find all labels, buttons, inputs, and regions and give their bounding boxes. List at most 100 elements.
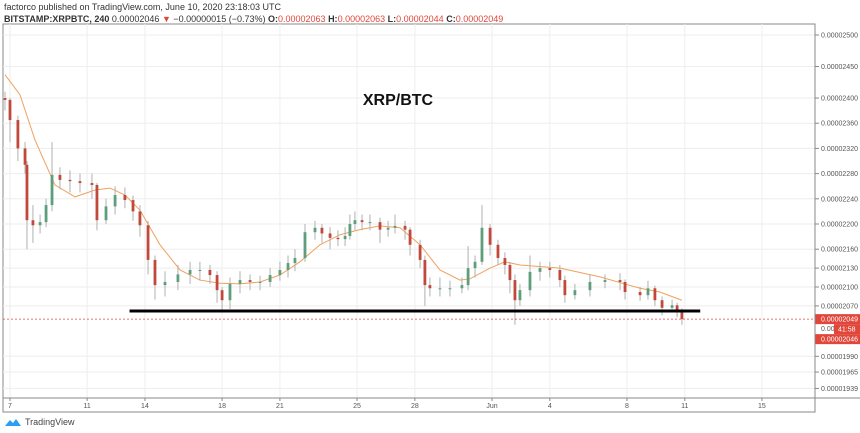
time-tick-label: 21 (276, 403, 284, 410)
candle-down (138, 211, 142, 226)
candle-up (438, 288, 442, 290)
time-axis[interactable]: 7 11 14 18 21 25 28 Jun 4 8 11 15 (3, 397, 860, 410)
price-tick-label: 0.00002200 (821, 222, 858, 229)
candle-up (348, 224, 352, 236)
candle-up (44, 205, 48, 223)
candle-down (408, 229, 412, 245)
candle-up (258, 281, 262, 283)
down-arrow-icon: ▼ (161, 14, 171, 24)
candle-down (31, 220, 35, 226)
candle-down (675, 305, 679, 310)
candle-down (220, 290, 224, 301)
price-tick-label: 0.00002450 (821, 64, 858, 71)
candle-up (573, 290, 577, 296)
high-label: H: (328, 14, 338, 24)
price-change: −0.00000015 (−0.73%) (173, 14, 266, 24)
candle-up (518, 290, 522, 301)
candle-up (460, 285, 464, 289)
candle-up (176, 274, 180, 282)
chart-title: XRP/BTC (363, 92, 434, 109)
candle-up (538, 268, 542, 272)
low-value: 0.00002044 (396, 14, 444, 24)
candle-down (336, 237, 340, 240)
time-tick-label: 25 (353, 403, 361, 410)
candle-up (480, 227, 484, 262)
candle-down (496, 244, 500, 259)
countdown-badge (834, 324, 860, 335)
current-price-badge (815, 314, 860, 325)
candle-down (215, 275, 219, 291)
candle-up (670, 305, 674, 308)
candle-down (660, 300, 664, 308)
time-tick-label: 7 (8, 403, 12, 410)
candle-down (3, 98, 7, 100)
candle-up (293, 258, 297, 264)
time-tick-label: 11 (83, 403, 90, 410)
time-tick-label: 8 (625, 403, 629, 410)
candle-up (113, 195, 117, 207)
price-axis[interactable]: 0.00002500 0.00002450 0.00002400 0.00002360… (814, 24, 858, 412)
candle-down (58, 174, 62, 180)
candle-down (90, 183, 94, 185)
candle-up (368, 222, 372, 224)
candle-up (466, 268, 470, 286)
price-tick-label: 0.00001965 (821, 370, 858, 377)
candle-down (503, 258, 507, 265)
candle-up (386, 227, 390, 230)
candle-up (50, 174, 54, 206)
chart-frame (2, 23, 816, 413)
candle-down (418, 244, 422, 260)
candle-down (558, 269, 562, 281)
price-tick-label: 0.00001990 (821, 354, 858, 361)
candle-up (198, 269, 202, 271)
candle-up (343, 235, 347, 240)
moving-average-layer (4, 74, 683, 301)
time-tick-label: Jun (486, 403, 497, 410)
candle-up (603, 280, 607, 282)
time-tick-label: 4 (548, 403, 552, 410)
candle-down (248, 280, 252, 282)
low-label: L: (387, 14, 397, 24)
candle-down (623, 281, 627, 293)
price-tick-label: 0.00002070 (821, 303, 858, 310)
publish-info: factorco published on TradingView.com, J… (4, 2, 281, 12)
candle-up (528, 271, 532, 291)
candle-down (360, 220, 364, 223)
symbol-legend: BITSTAMP:XRPBTC, 240 0.00002046 ▼ −0.000… (4, 14, 503, 24)
price-tick-label: 0.00002160 (821, 247, 858, 254)
moving-average-line (4, 74, 683, 301)
candle-up (588, 281, 592, 291)
candle-up (238, 280, 242, 284)
price-tick-label: 0.00002360 (821, 121, 858, 128)
close-value: 0.00002049 (455, 14, 504, 24)
symbol-name[interactable]: BITSTAMP:XRPBTC, 240 (4, 14, 110, 24)
close-label: C: (446, 14, 456, 24)
candle-down (508, 264, 512, 281)
candle-down (328, 233, 332, 238)
price-tick-label: 0.00001939 (821, 386, 858, 393)
published-text: factorco published on TradingView.com, J… (4, 2, 282, 12)
price-tick-label: 0.00002280 (821, 171, 858, 178)
candle-up (163, 281, 167, 286)
time-tick-label: 18 (218, 403, 226, 410)
candle-down (68, 179, 72, 182)
candle-up (646, 288, 650, 296)
candle-down (25, 164, 29, 221)
candle-down (428, 285, 432, 289)
last-price: 0.00002046 (111, 14, 160, 24)
candle-down (488, 227, 492, 245)
candle-down (563, 280, 567, 296)
price-tick-label: 0.00002100 (821, 285, 858, 292)
candle-up (448, 288, 452, 290)
candle-down (618, 280, 622, 282)
tradingview-logo[interactable]: TradingView (4, 417, 75, 427)
candle-up (286, 263, 290, 270)
brand-name: TradingView (25, 417, 75, 427)
candle-down (638, 292, 642, 296)
price-tick-label: 0.00002130 (821, 266, 858, 273)
time-tick-label: 11 (681, 403, 688, 410)
candle-down (146, 225, 150, 260)
candle-down (95, 184, 99, 221)
